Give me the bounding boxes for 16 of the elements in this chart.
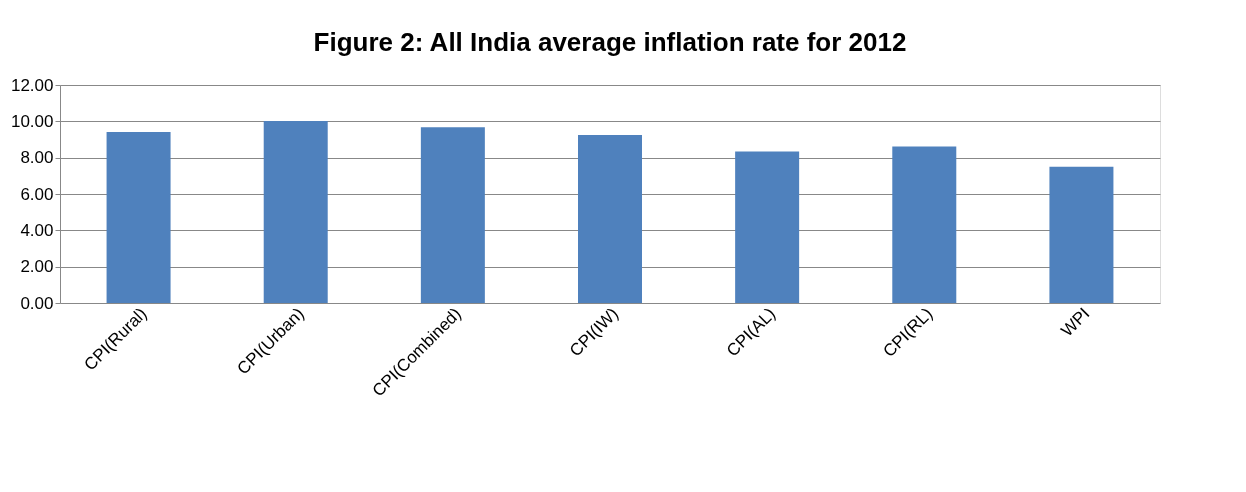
y-tick-label: 12.00 bbox=[10, 75, 54, 95]
y-tick-label: 2.00 bbox=[20, 257, 54, 277]
chart-title: Figure 2: All India average inflation rate for 2012 bbox=[313, 27, 907, 57]
y-tick-label: 10.00 bbox=[10, 111, 54, 131]
x-tick-label: WPI bbox=[1057, 304, 1094, 341]
bar bbox=[1049, 166, 1114, 303]
bar bbox=[106, 132, 171, 303]
y-tick-label: 6.00 bbox=[20, 184, 54, 204]
y-tick-label: 8.00 bbox=[20, 148, 54, 168]
y-tick-label: 0.00 bbox=[20, 293, 54, 313]
bar bbox=[892, 146, 957, 303]
y-tick-label: 4.00 bbox=[20, 220, 54, 240]
bar bbox=[578, 134, 642, 303]
bar bbox=[263, 120, 328, 303]
bar bbox=[420, 127, 485, 303]
bar bbox=[735, 151, 800, 303]
